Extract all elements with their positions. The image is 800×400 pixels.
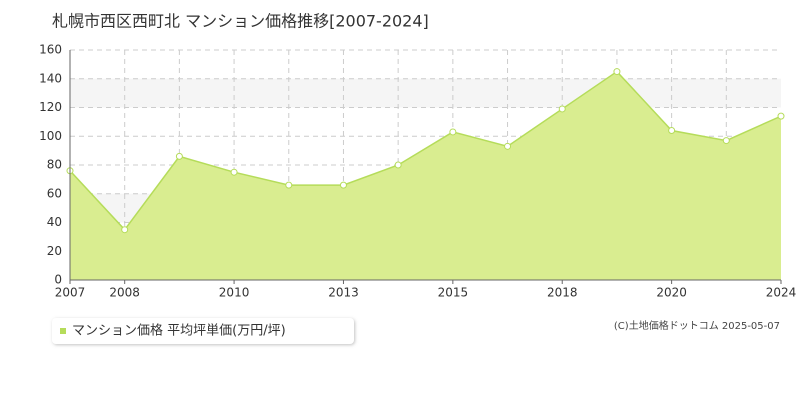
x-tick-label: 2018 <box>547 286 578 300</box>
y-tick-label: 160 <box>39 43 62 57</box>
y-tick-label: 0 <box>54 273 62 287</box>
marker <box>777 112 785 120</box>
x-tick-label: 2007 <box>55 286 86 300</box>
copyright: (C)土地価格ドットコム 2025-05-07 <box>614 319 780 332</box>
marker <box>285 181 293 189</box>
x-tick-label: 2020 <box>656 286 687 300</box>
x-tick-label: 2010 <box>219 286 250 300</box>
band <box>70 78 781 108</box>
marker <box>504 142 512 150</box>
marker <box>449 128 457 136</box>
marker <box>668 127 676 134</box>
x-tick-label: 2015 <box>438 286 469 300</box>
y-tick-label: 120 <box>39 100 62 114</box>
marker <box>394 161 402 169</box>
legend-swatch <box>60 328 66 334</box>
legend-label: マンション価格 平均坪単価(万円/坪) <box>72 323 286 339</box>
y-tick-label: 80 <box>47 158 62 172</box>
x-tick-label: 2013 <box>328 286 359 300</box>
marker <box>339 181 347 189</box>
x-tick-label: 2008 <box>109 286 140 300</box>
marker <box>121 226 129 234</box>
marker <box>613 68 621 76</box>
y-tick-label: 40 <box>47 215 62 229</box>
y-tick-label: 20 <box>47 244 62 258</box>
line <box>69 70 782 231</box>
y-tick-label: 60 <box>47 186 62 200</box>
area <box>70 71 781 280</box>
marker <box>175 152 183 160</box>
y-tick-label: 140 <box>39 71 62 85</box>
marker <box>722 137 730 145</box>
marker <box>230 168 238 176</box>
legend-box <box>52 318 354 344</box>
chart-title: 札幌市西区西町北 マンション価格推移[2007-2024] <box>52 12 429 31</box>
y-tick-label: 100 <box>39 129 62 143</box>
marker <box>558 105 566 113</box>
x-tick-label: 2024 <box>766 286 797 300</box>
